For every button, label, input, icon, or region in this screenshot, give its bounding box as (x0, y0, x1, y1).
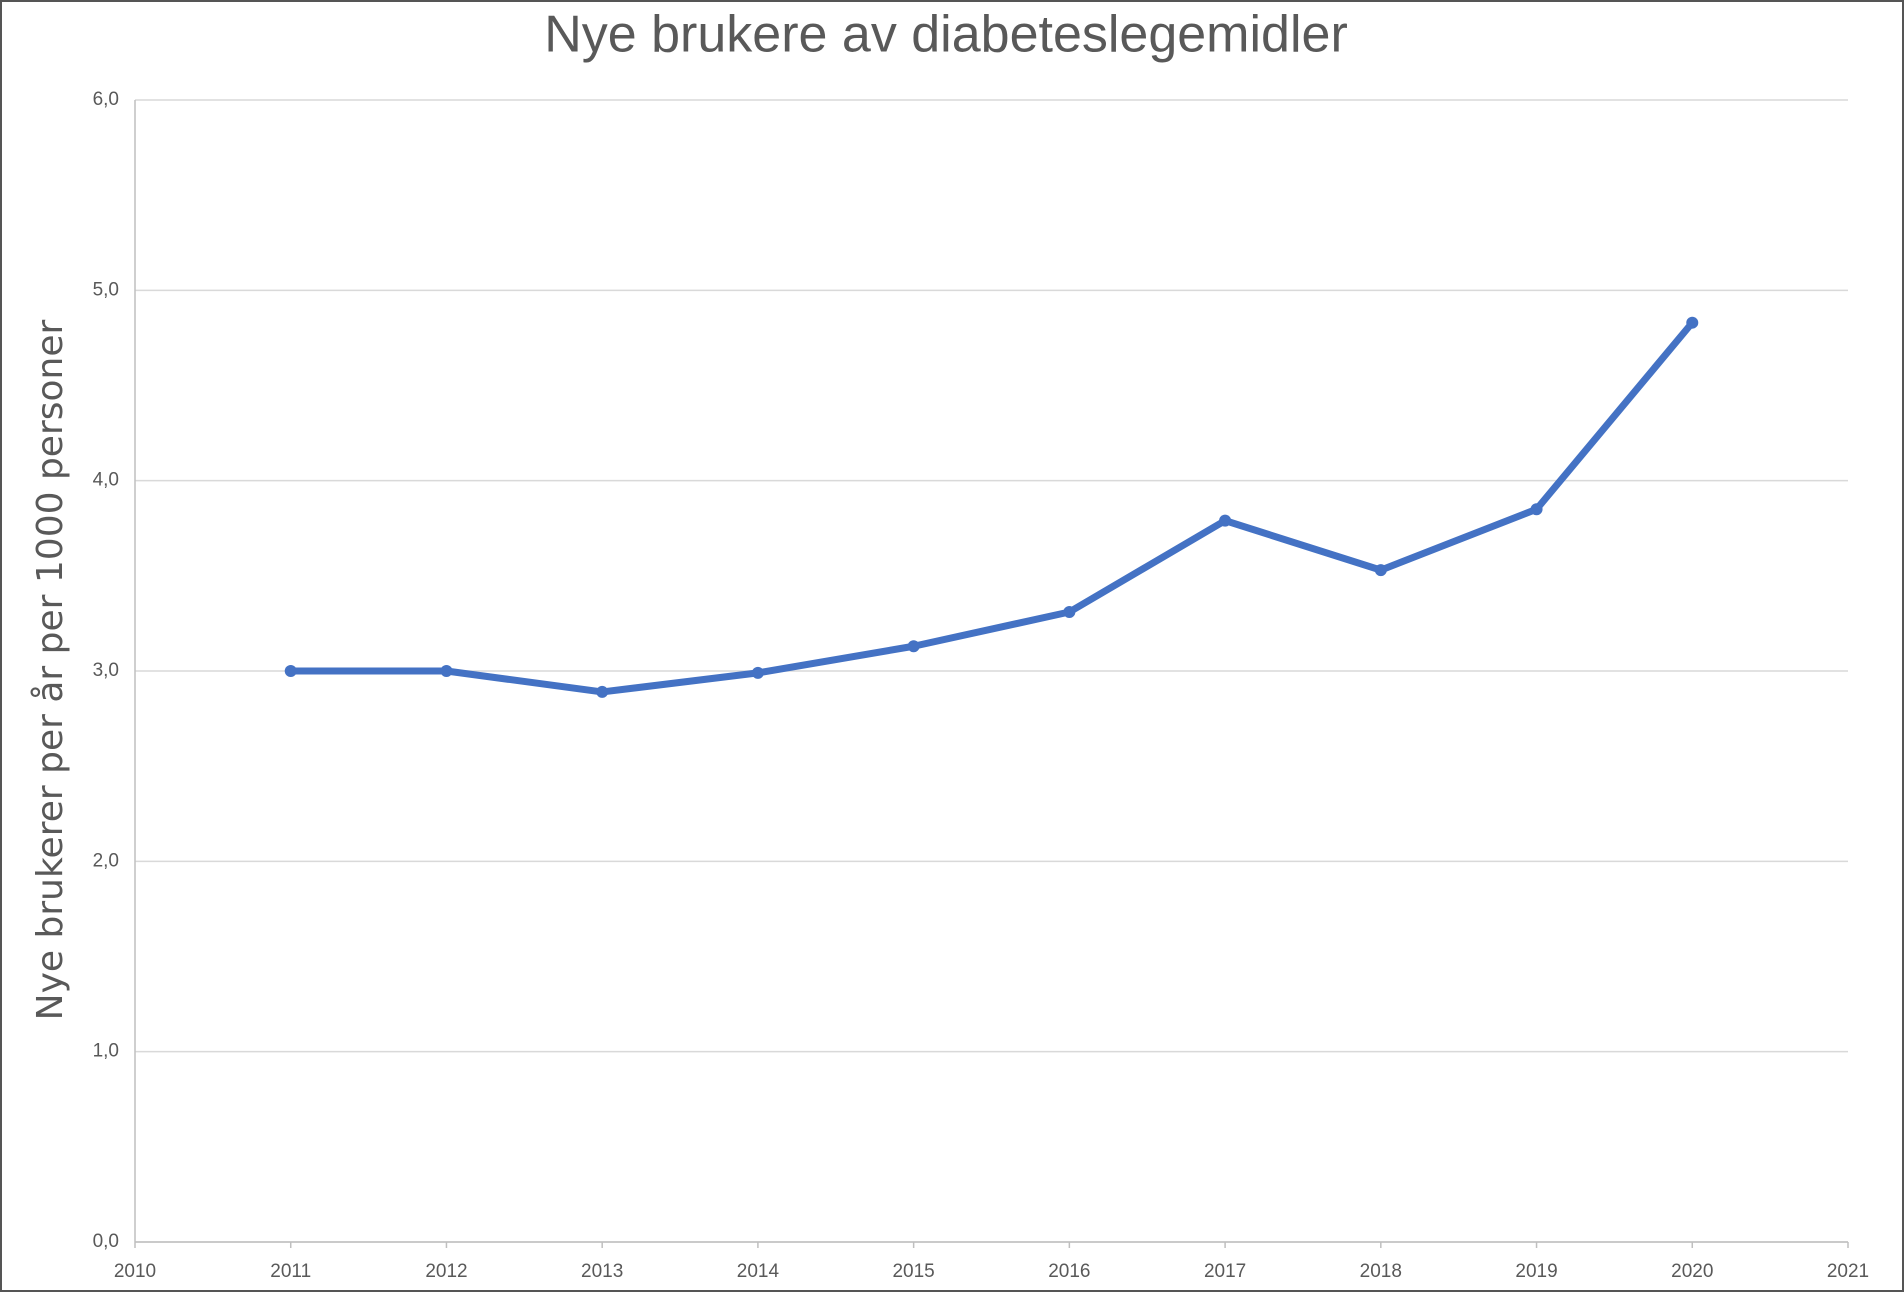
x-tick-label: 2015 (892, 1261, 934, 1282)
x-tick-label: 2014 (737, 1261, 780, 1282)
data-point (596, 685, 609, 698)
y-tick-label: 5,0 (93, 279, 119, 300)
y-tick-label: 6,0 (93, 89, 119, 110)
x-tick-label: 2017 (1204, 1261, 1246, 1282)
data-point (440, 665, 453, 677)
x-tick-label: 2018 (1360, 1261, 1402, 1282)
x-tick-label: 2020 (1671, 1261, 1713, 1282)
y-tick-label: 2,0 (93, 850, 119, 871)
data-line (287, 319, 1696, 696)
data-point (1374, 564, 1387, 577)
y-axis-label: Nye brukerer per år per 1000 personer (30, 320, 71, 1021)
y-tick-label: 4,0 (93, 470, 119, 491)
x-tick-label: 2012 (425, 1261, 467, 1282)
data-point (751, 666, 764, 679)
data-point (1530, 503, 1543, 516)
x-tick-label: 2010 (114, 1261, 156, 1282)
data-point (284, 665, 297, 677)
y-tick-label: 1,0 (93, 1041, 119, 1062)
x-tick-label: 2021 (1827, 1261, 1869, 1282)
x-tick-label: 2011 (270, 1261, 311, 1282)
data-point (1219, 514, 1232, 527)
y-tick-label: 0,0 (93, 1231, 119, 1252)
y-tick-label: 3,0 (93, 660, 119, 681)
x-tick-label: 2016 (1048, 1261, 1090, 1282)
data-point (1063, 605, 1076, 618)
data-point (1686, 316, 1699, 329)
data-point (907, 640, 920, 653)
x-tick-label: 2013 (581, 1261, 623, 1282)
x-tick-label: 2019 (1515, 1261, 1557, 1282)
chart-title: Nye brukere av diabeteslegemidler (544, 6, 1348, 64)
